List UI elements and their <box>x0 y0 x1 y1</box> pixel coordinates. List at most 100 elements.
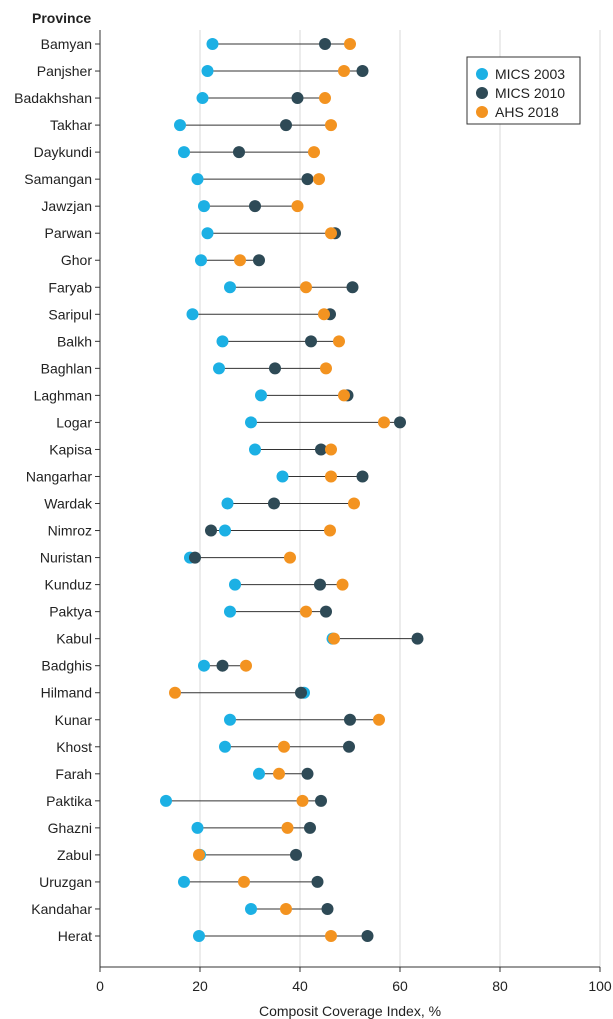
province-label: Parwan <box>45 225 92 241</box>
province-label: Saripul <box>48 306 92 322</box>
dot-ahs-2018 <box>318 308 330 321</box>
province-label: Kunduz <box>45 577 92 593</box>
dot-ahs-2018 <box>344 38 356 50</box>
row-badakhshan: Badakhshan <box>14 90 331 106</box>
dot-mics-2003 <box>195 254 207 267</box>
row-herat: Herat <box>58 928 374 944</box>
dot-mics-2010 <box>189 551 201 564</box>
dot-ahs-2018 <box>313 173 325 186</box>
dot-mics-2003 <box>191 821 204 834</box>
dot-ahs-2018 <box>300 281 312 294</box>
row-bamyan: Bamyan <box>41 36 356 52</box>
dot-mics-2003 <box>221 497 234 510</box>
province-label: Paktya <box>49 604 92 620</box>
row-paktya: Paktya <box>49 604 332 620</box>
dot-ahs-2018 <box>300 605 312 618</box>
dot-ahs-2018 <box>348 497 360 510</box>
row-baghlan: Baghlan <box>41 360 332 376</box>
dot-mics-2010 <box>253 254 265 267</box>
dot-ahs-2018 <box>296 794 309 807</box>
row-jawzjan: Jawzjan <box>41 198 304 214</box>
province-label: Daykundi <box>34 144 92 160</box>
dot-ahs-2018 <box>273 767 285 780</box>
province-label: Faryab <box>48 279 92 295</box>
dot-ahs-2018 <box>308 146 320 159</box>
dot-mics-2010 <box>411 632 424 645</box>
province-label: Ghazni <box>48 820 92 836</box>
dot-mics-2003 <box>216 335 229 348</box>
legend-label-mics-2010: MICS 2010 <box>495 85 565 101</box>
province-label: Wardak <box>44 496 93 512</box>
province-label: Khost <box>56 739 92 755</box>
dot-ahs-2018 <box>333 335 345 348</box>
row-kandahar: Kandahar <box>31 901 334 917</box>
dot-mics-2010 <box>346 281 359 294</box>
gridlines <box>199 30 601 967</box>
province-label: Balkh <box>57 333 92 349</box>
dot-ahs-2018 <box>193 848 205 861</box>
row-balkh: Balkh <box>57 333 345 349</box>
dot-mics-2010 <box>301 767 314 780</box>
row-paktika: Paktika <box>46 793 327 809</box>
dot-mics-2003 <box>196 92 209 105</box>
dot-mics-2003 <box>224 605 236 618</box>
x-tick-label-80: 80 <box>492 978 508 994</box>
province-label: Badakhshan <box>14 90 92 106</box>
dot-ahs-2018 <box>238 875 250 888</box>
row-samangan: Samangan <box>24 171 325 187</box>
x-axis: 0 20 40 60 80 100 <box>96 30 612 994</box>
dot-mics-2010 <box>356 470 369 483</box>
province-label: Farah <box>55 766 92 782</box>
province-label: Bamyan <box>41 36 92 52</box>
row-zabul: Zabul <box>57 847 302 863</box>
dot-mics-2010 <box>304 821 316 834</box>
province-label: Uruzgan <box>39 874 92 890</box>
row-kunduz: Kunduz <box>45 577 349 593</box>
dot-mics-2003 <box>245 902 257 915</box>
dot-ahs-2018 <box>378 416 390 429</box>
dot-ahs-2018 <box>284 551 296 564</box>
dot-mics-2010 <box>319 38 331 50</box>
dot-mics-2010 <box>290 848 302 861</box>
legend-marker-ahs-2018 <box>476 106 488 118</box>
row-ghor: Ghor <box>61 252 265 268</box>
x-tick-label-0: 0 <box>96 978 104 994</box>
dot-mics-2010 <box>301 173 314 186</box>
dot-ahs-2018 <box>338 65 350 78</box>
dot-mics-2010 <box>320 605 332 618</box>
province-label: Herat <box>58 928 92 944</box>
dot-mics-2003 <box>160 794 172 807</box>
row-khost: Khost <box>56 739 355 755</box>
province-label: Baghlan <box>41 360 92 376</box>
row-uruzgan: Uruzgan <box>39 874 324 890</box>
row-kabul: Kabul <box>56 631 424 647</box>
x-tick-label-60: 60 <box>392 978 408 994</box>
y-axis-title: Province <box>32 10 91 26</box>
dot-mics-2003 <box>245 416 257 429</box>
province-label: Kunar <box>55 712 93 728</box>
dot-mics-2010 <box>321 902 334 915</box>
dot-mics-2010 <box>315 794 327 807</box>
row-badghis: Badghis <box>41 658 252 674</box>
province-label: Takhar <box>50 117 92 133</box>
dot-ahs-2018 <box>324 524 336 537</box>
dot-ahs-2018 <box>325 470 337 483</box>
province-label: Hilmand <box>41 685 92 701</box>
dot-ahs-2018 <box>325 443 337 456</box>
dot-mics-2010 <box>233 146 245 159</box>
dot-mics-2010 <box>315 443 327 456</box>
row-kunar: Kunar <box>55 712 385 728</box>
legend-marker-mics-2010 <box>476 87 488 99</box>
dot-mics-2003 <box>201 227 214 240</box>
province-label: Kabul <box>56 631 92 647</box>
dot-mics-2003 <box>206 38 219 50</box>
x-tick-label-20: 20 <box>192 978 208 994</box>
dot-ahs-2018 <box>325 227 337 240</box>
row-daykundi: Daykundi <box>34 144 320 160</box>
dot-mics-2003 <box>178 875 190 888</box>
province-label: Samangan <box>24 171 92 187</box>
row-hilmand: Hilmand <box>41 685 310 701</box>
dot-mics-2010 <box>356 65 369 78</box>
dot-mics-2003 <box>219 740 231 753</box>
dot-mics-2003 <box>193 929 205 942</box>
